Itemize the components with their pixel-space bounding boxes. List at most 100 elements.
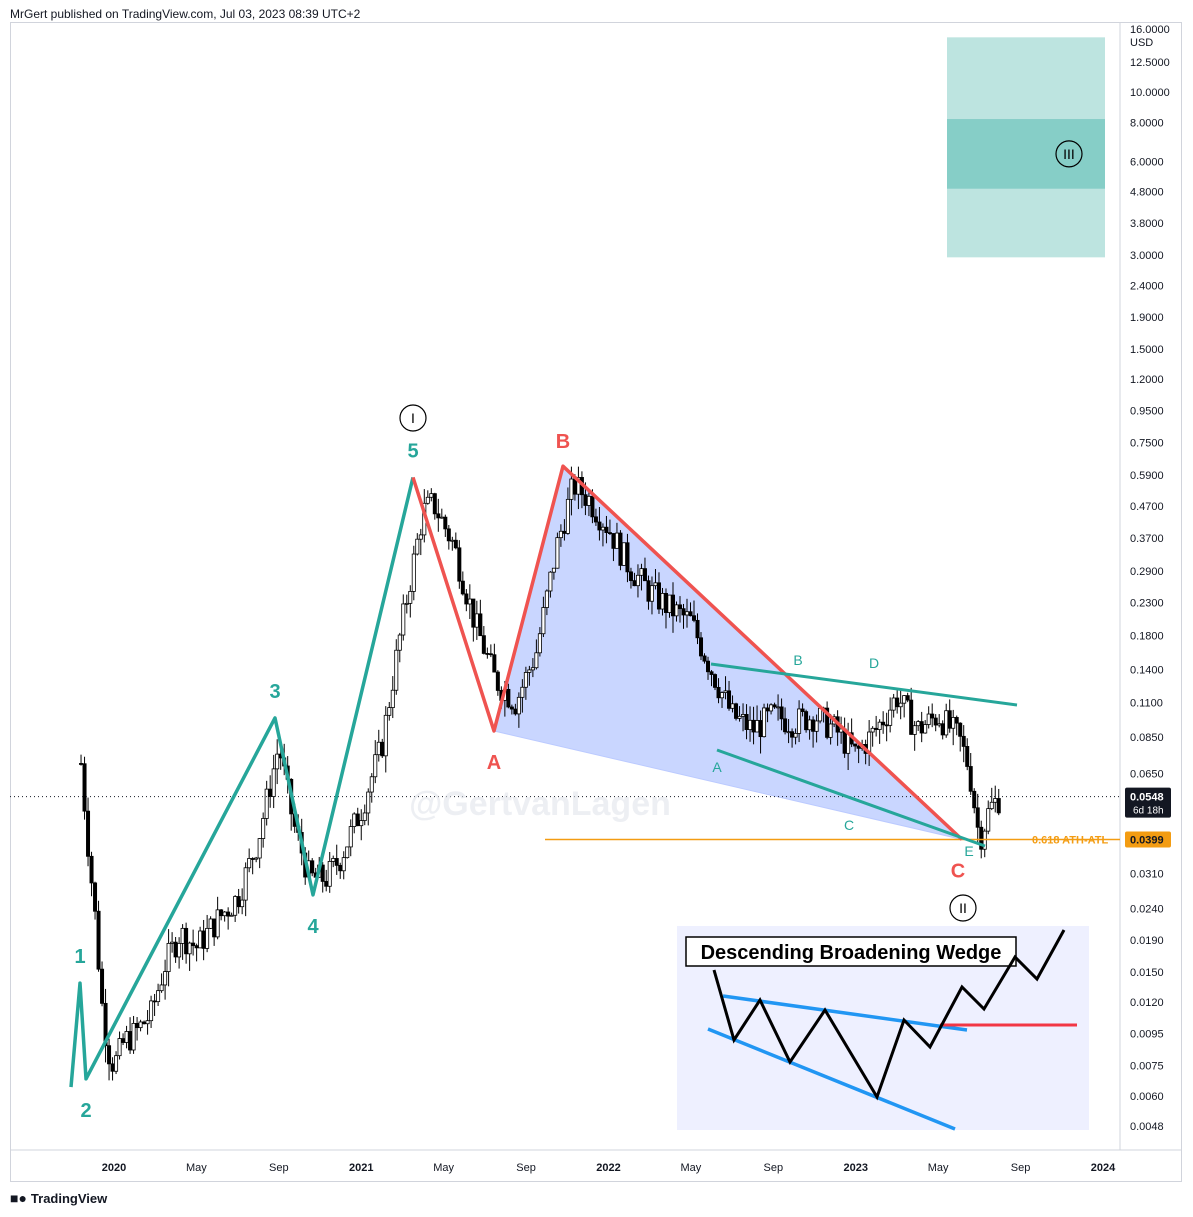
- candle-body: [811, 719, 816, 732]
- candle-body: [509, 706, 514, 710]
- candle-body: [149, 1000, 154, 1022]
- price-tick-label: 0.0060: [1130, 1091, 1164, 1103]
- candle-body: [919, 721, 924, 734]
- candle-body: [359, 820, 364, 827]
- candle-body: [656, 582, 661, 610]
- time-tick-label: Sep: [269, 1162, 289, 1174]
- candle-body: [951, 717, 956, 729]
- candle-body: [660, 592, 665, 610]
- candle-body: [996, 798, 1001, 814]
- price-axis-currency: USD: [1130, 37, 1153, 49]
- candle-body: [565, 498, 570, 534]
- candle-body: [159, 984, 164, 992]
- candle-body: [163, 971, 168, 986]
- price-tick-label: 0.9500: [1130, 406, 1164, 418]
- candle-body: [467, 598, 472, 605]
- candle-body: [261, 818, 266, 839]
- chart-frame[interactable]: [10, 22, 1182, 1182]
- price-tick-label: 0.0850: [1130, 732, 1164, 744]
- candle-body: [720, 692, 725, 699]
- candle-body: [541, 607, 546, 635]
- candle-body: [958, 722, 963, 737]
- candle-body: [975, 807, 980, 828]
- candle-body: [488, 653, 493, 656]
- triangle-label-C: C: [844, 817, 854, 833]
- candle-body: [471, 598, 476, 628]
- candle-body: [229, 914, 234, 917]
- price-tick-label: 0.1800: [1130, 631, 1164, 643]
- candle-body: [544, 590, 549, 608]
- candle-body: [944, 710, 949, 736]
- candle-body: [699, 637, 704, 657]
- price-tick-label: 8.0000: [1130, 117, 1164, 129]
- price-tick-label: 0.0150: [1130, 967, 1164, 979]
- candle-body: [397, 634, 402, 651]
- time-tick-label: May: [186, 1162, 207, 1174]
- candle-body: [103, 1002, 108, 1047]
- candle-body: [933, 717, 938, 726]
- candle-body: [478, 613, 483, 637]
- candle-body: [380, 741, 385, 757]
- target-box-layer: III: [947, 37, 1105, 258]
- candle-body: [926, 713, 931, 725]
- time-tick-label: Sep: [516, 1162, 536, 1174]
- candle-body: [670, 594, 675, 617]
- candle-body: [345, 846, 350, 859]
- candle-body: [331, 858, 336, 862]
- candle-body: [481, 635, 486, 654]
- wave-iii-label: III: [1063, 146, 1075, 162]
- target-zone-core: [947, 119, 1105, 189]
- candle-body: [446, 528, 451, 542]
- footer-brand[interactable]: TradingView: [30, 1190, 108, 1206]
- price-tick-label: 1.2000: [1130, 374, 1164, 386]
- candle-body: [800, 708, 805, 712]
- triangle-upper-line: [710, 662, 1018, 707]
- correction-wave-label-A: A: [487, 752, 501, 774]
- price-tick-label: 12.5000: [1130, 57, 1170, 69]
- candle-body: [635, 574, 640, 587]
- triangle-label-A: A: [712, 759, 722, 775]
- candle-body: [460, 580, 465, 595]
- candle-body: [415, 538, 420, 555]
- candle-body: [769, 704, 774, 712]
- candle-body: [776, 706, 781, 709]
- current-price-badge: [1125, 787, 1171, 818]
- candle-body: [212, 918, 217, 938]
- price-tick-label: 1.5000: [1130, 344, 1164, 356]
- candle-body: [685, 611, 690, 616]
- triangle-label-D: D: [869, 655, 879, 671]
- candle-body: [621, 542, 626, 566]
- candle-body: [891, 697, 896, 711]
- candle-body: [222, 911, 227, 917]
- candle-body: [723, 690, 728, 693]
- candle-body: [727, 690, 732, 709]
- wave-ii-label: II: [959, 900, 967, 916]
- candle-body: [695, 619, 700, 639]
- fib-0618-text: 0.618 ATH-ATL: [1032, 834, 1108, 846]
- price-tick-label: 0.3700: [1130, 533, 1164, 545]
- candle-body: [930, 713, 935, 719]
- candle-body: [765, 707, 770, 712]
- impulse-wave-label-1: 1: [74, 946, 85, 968]
- candle-body: [639, 568, 644, 576]
- price-tick-label: 2.4000: [1130, 280, 1164, 292]
- candle-body: [177, 943, 182, 958]
- candle-body: [881, 721, 886, 726]
- candle-body: [590, 495, 595, 518]
- time-tick-label: 2022: [596, 1162, 620, 1174]
- candle-body: [972, 790, 977, 809]
- footer: ■● TradingView: [10, 1190, 107, 1206]
- time-axis[interactable]: 2020 May Sep 2021 May Sep 2022 May Sep 2023 May Sep…: [102, 1162, 1116, 1174]
- price-tick-label: 3.0000: [1130, 250, 1164, 262]
- candle-body: [804, 711, 809, 731]
- candle-body: [96, 910, 101, 970]
- candle-body: [254, 857, 259, 860]
- candle-body: [138, 1021, 143, 1029]
- price-tick-label: 0.0120: [1130, 997, 1164, 1009]
- candle-body: [902, 695, 907, 704]
- candle-body: [145, 1020, 150, 1025]
- candle-body: [853, 743, 858, 747]
- candle-body: [600, 526, 605, 531]
